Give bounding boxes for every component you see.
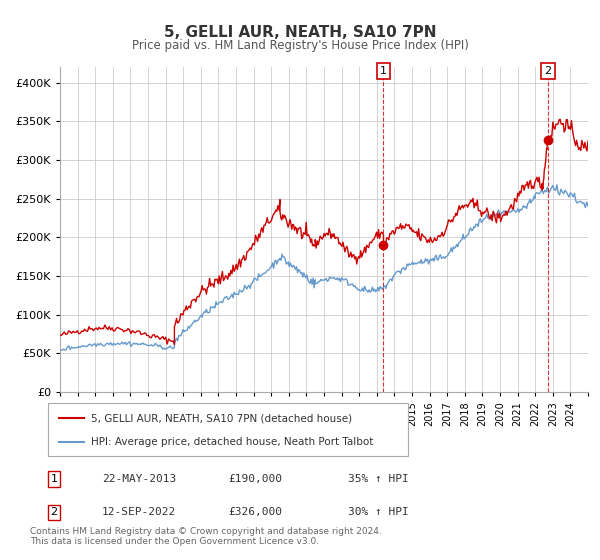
Text: 35% ↑ HPI: 35% ↑ HPI [348,474,409,484]
Text: Contains HM Land Registry data © Crown copyright and database right 2024.
This d: Contains HM Land Registry data © Crown c… [30,526,382,546]
Text: 5, GELLI AUR, NEATH, SA10 7PN: 5, GELLI AUR, NEATH, SA10 7PN [164,25,436,40]
Text: HPI: Average price, detached house, Neath Port Talbot: HPI: Average price, detached house, Neat… [91,436,374,446]
Text: 2: 2 [50,507,58,517]
Text: 22-MAY-2013: 22-MAY-2013 [102,474,176,484]
Text: Price paid vs. HM Land Registry's House Price Index (HPI): Price paid vs. HM Land Registry's House … [131,39,469,52]
Text: £326,000: £326,000 [228,507,282,517]
Text: 2: 2 [544,66,551,76]
Text: £190,000: £190,000 [228,474,282,484]
FancyBboxPatch shape [48,403,408,456]
Text: 1: 1 [380,66,387,76]
Text: 12-SEP-2022: 12-SEP-2022 [102,507,176,517]
Text: 5, GELLI AUR, NEATH, SA10 7PN (detached house): 5, GELLI AUR, NEATH, SA10 7PN (detached … [91,413,352,423]
Text: 1: 1 [50,474,58,484]
Text: 30% ↑ HPI: 30% ↑ HPI [348,507,409,517]
